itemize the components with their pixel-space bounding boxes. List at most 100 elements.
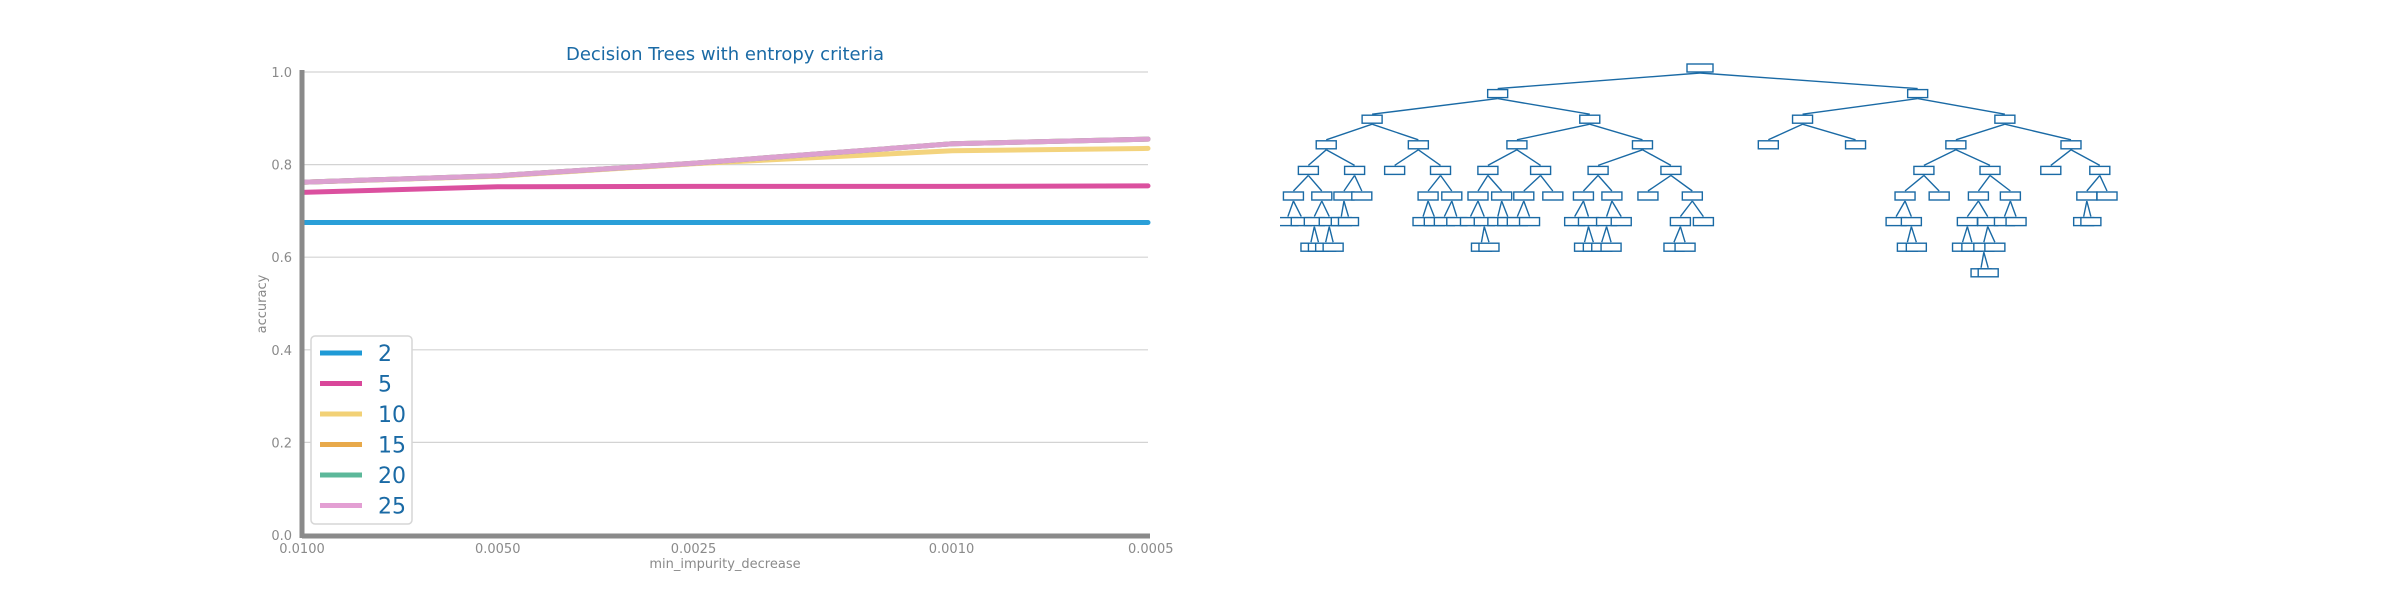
legend-label-20: 20	[378, 464, 406, 489]
tree-edge	[1328, 226, 1334, 243]
tree-edge	[1483, 226, 1490, 243]
tree-node	[1343, 165, 1366, 176]
tree-node	[1984, 242, 2006, 252]
tree-edge	[1516, 200, 1525, 217]
series-lines	[299, 136, 1151, 225]
tree-node	[2040, 165, 2062, 176]
tree-node	[2096, 191, 2118, 201]
tree-edge	[1582, 174, 1599, 192]
tree-edge	[1523, 200, 1531, 217]
tree-node	[1905, 242, 1928, 252]
tree-node	[1315, 140, 1337, 150]
tree-node	[1579, 114, 1601, 124]
tree-node	[1441, 191, 1463, 201]
tree-node	[2060, 140, 2082, 150]
tree-edge	[1906, 226, 1913, 243]
tree-node	[1994, 114, 2016, 124]
tree-node	[1407, 140, 1430, 150]
legend-label-15: 15	[378, 434, 406, 459]
x-tick-label: 0.0100	[279, 542, 325, 557]
tree-edge	[1679, 226, 1686, 243]
tree-edge	[1597, 149, 1643, 167]
x-tick-label: 0.0005	[1128, 542, 1174, 557]
tree-node	[1322, 242, 1344, 252]
tree-node	[1906, 88, 1929, 99]
tree-edge	[1601, 226, 1608, 243]
tree-edge	[1923, 149, 1957, 167]
tree-edge	[1307, 174, 1323, 192]
tree-edge	[2003, 200, 2012, 217]
tree-edge	[2082, 200, 2088, 217]
y-tick-label: 0.4	[271, 344, 292, 359]
tree-node	[1913, 165, 1935, 176]
tree-node	[1587, 165, 1609, 176]
tree-node	[1311, 191, 1333, 201]
tree-node	[1945, 140, 1967, 150]
tree-edge	[1523, 174, 1542, 192]
tree-edge	[1325, 149, 1355, 167]
tree-edge	[1966, 226, 1973, 243]
tree-node	[1791, 114, 1814, 124]
legend-label-2: 2	[378, 342, 392, 367]
tree-edge	[1451, 200, 1458, 217]
tree-node	[1637, 191, 1659, 201]
y-tick-label: 0.0	[271, 529, 292, 544]
x-tick-label: 0.0025	[671, 542, 717, 557]
tree-edge	[1917, 97, 2006, 115]
tree-node	[1692, 216, 1715, 227]
tree-edge	[1292, 174, 1309, 192]
chart-title: Decision Trees with entropy criteria	[566, 44, 884, 65]
tree-edge	[1904, 200, 1913, 217]
tree-edge	[1983, 226, 1989, 243]
tree-edge	[1980, 252, 1985, 268]
tree-edge	[1310, 226, 1316, 243]
tree-edge	[1966, 200, 1979, 218]
tree-edge	[1443, 200, 1453, 217]
tree-edge	[1343, 200, 1350, 217]
tree-node	[1529, 165, 1552, 176]
legend-label-25: 25	[378, 495, 406, 520]
tree-edge	[1987, 226, 1996, 243]
tree-edge	[2009, 200, 2017, 217]
tree-edge	[1989, 174, 2011, 192]
tree-node	[1977, 268, 1999, 278]
tree-edge	[1371, 123, 1419, 141]
tree-edge	[1582, 200, 1590, 217]
tree-edge	[1292, 200, 1302, 217]
tree-node	[2005, 216, 2027, 227]
tree-edge	[1961, 226, 1969, 243]
tree-node	[1999, 191, 2022, 201]
tree-edge	[1477, 175, 1489, 192]
tree-edge	[1353, 175, 1363, 192]
tree-edge	[1802, 123, 1856, 141]
tree-node	[1844, 140, 1867, 150]
y-tick-labels: 0.0 0.2 0.4 0.6 0.8 1.0	[271, 66, 292, 544]
tree-edge	[1324, 226, 1330, 243]
tree-edge	[1516, 123, 1590, 141]
tree-edge	[1910, 226, 1917, 243]
tree-node	[1686, 63, 1714, 73]
tree-edge	[1477, 200, 1485, 217]
tree-node	[1669, 216, 1692, 227]
tree-node	[1894, 191, 1916, 201]
tree-node	[1478, 242, 1500, 252]
tree-edge	[1487, 149, 1518, 167]
tree-node	[1429, 165, 1452, 176]
tree-node	[2080, 216, 2102, 227]
tree-edge	[1394, 149, 1419, 166]
tree-node	[1610, 216, 1632, 227]
y-gridlines	[302, 71, 1148, 443]
tree-edge	[2070, 149, 2101, 167]
tree-node	[1601, 191, 1623, 201]
tree-edge	[1480, 226, 1485, 243]
y-tick-label: 1.0	[271, 66, 292, 81]
tree-node	[1631, 140, 1654, 150]
tree-edge	[1583, 226, 1590, 243]
y-tick-label: 0.6	[271, 251, 292, 266]
tree-edge	[1647, 174, 1672, 192]
tree-edge	[1321, 200, 1330, 217]
tree-edge	[1605, 226, 1612, 243]
tree-edge	[1540, 174, 1554, 192]
tree-edge	[1343, 175, 1356, 192]
tree-node	[1757, 140, 1780, 150]
